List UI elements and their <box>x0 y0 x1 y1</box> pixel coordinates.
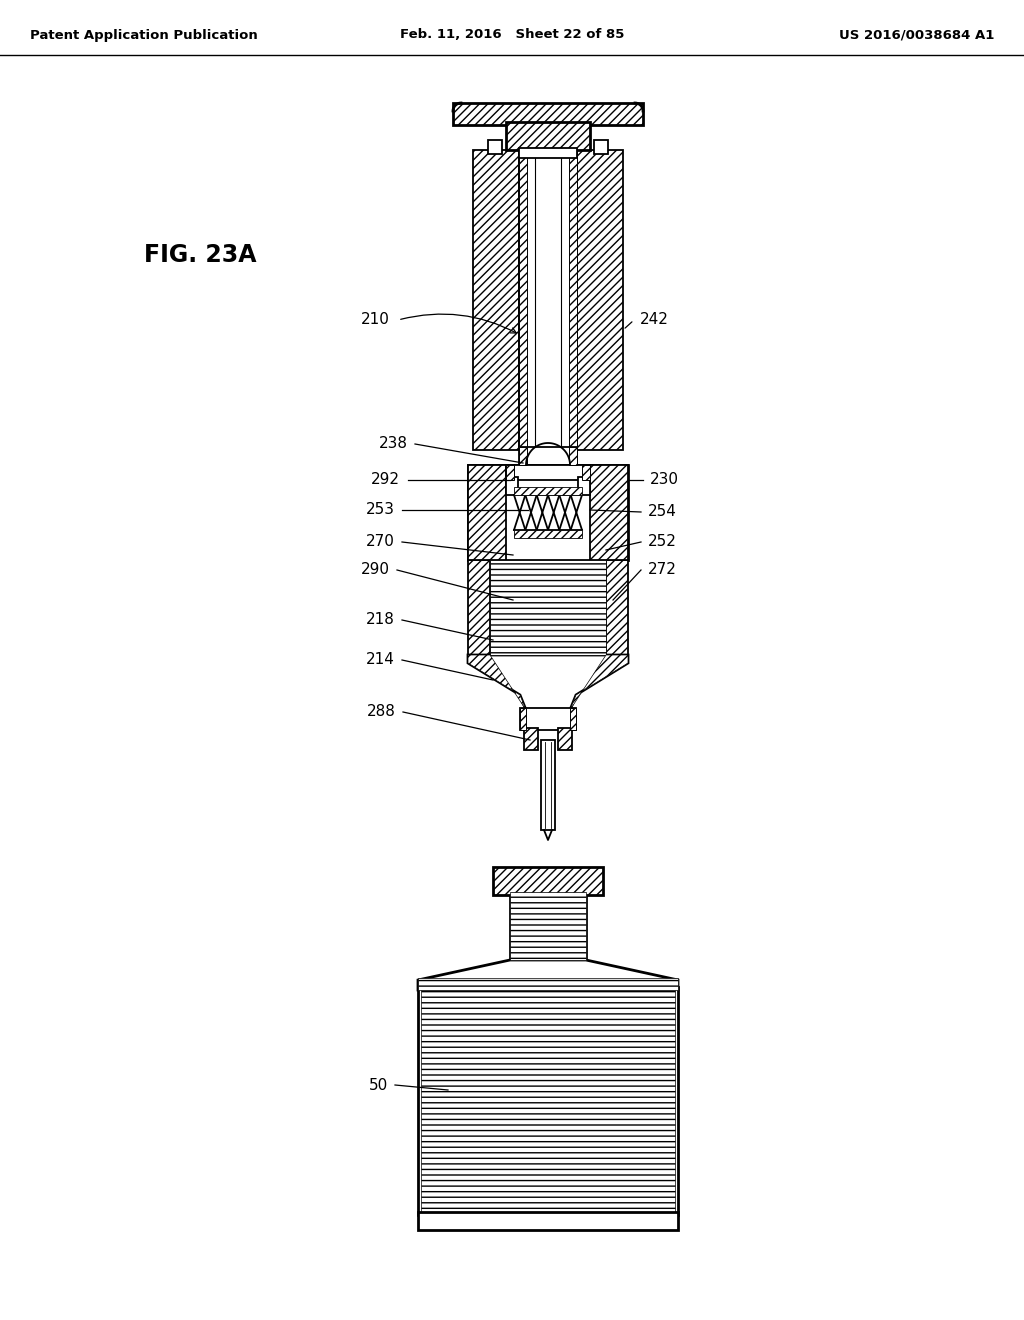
Bar <box>514 487 582 495</box>
Bar <box>506 477 518 495</box>
Text: 272: 272 <box>648 562 677 578</box>
Bar <box>582 465 590 480</box>
Text: 290: 290 <box>361 562 390 578</box>
Bar <box>418 987 678 1214</box>
Bar <box>519 447 527 465</box>
Bar <box>468 560 490 655</box>
Text: 253: 253 <box>366 503 395 517</box>
Text: FIG. 23A: FIG. 23A <box>143 243 256 267</box>
Text: 50: 50 <box>369 1077 388 1093</box>
Bar <box>519 150 577 450</box>
Bar <box>524 729 538 750</box>
Bar <box>510 892 586 960</box>
Bar <box>418 1212 678 1230</box>
Bar <box>473 150 519 450</box>
Bar <box>493 867 603 895</box>
Bar <box>569 447 577 465</box>
Text: 238: 238 <box>379 437 408 451</box>
Polygon shape <box>570 655 628 710</box>
Bar <box>570 708 575 730</box>
Text: 270: 270 <box>367 535 395 549</box>
Bar <box>510 892 586 960</box>
Bar <box>520 708 575 730</box>
Bar <box>590 465 628 560</box>
Text: 292: 292 <box>371 473 400 487</box>
Bar <box>519 150 527 450</box>
Bar <box>468 465 628 560</box>
Text: US 2016/0038684 A1: US 2016/0038684 A1 <box>839 29 994 41</box>
Bar <box>418 978 678 990</box>
Polygon shape <box>468 655 628 710</box>
Bar <box>594 140 608 154</box>
Bar <box>519 447 577 465</box>
Text: 254: 254 <box>648 504 677 520</box>
Text: 214: 214 <box>367 652 395 668</box>
Text: 218: 218 <box>367 612 395 627</box>
Bar <box>541 741 555 830</box>
Text: Patent Application Publication: Patent Application Publication <box>30 29 258 41</box>
Bar <box>577 150 623 450</box>
Bar <box>606 560 628 655</box>
Text: 242: 242 <box>640 313 669 327</box>
Bar <box>506 121 590 150</box>
Polygon shape <box>418 960 678 990</box>
Bar <box>569 150 577 450</box>
Bar <box>520 708 526 730</box>
Bar <box>488 140 502 154</box>
Text: Feb. 11, 2016   Sheet 22 of 85: Feb. 11, 2016 Sheet 22 of 85 <box>399 29 625 41</box>
Text: 288: 288 <box>368 705 396 719</box>
Bar <box>514 531 582 539</box>
Text: 230: 230 <box>650 473 679 487</box>
Polygon shape <box>468 655 526 710</box>
Bar <box>506 465 590 480</box>
Bar <box>506 465 514 480</box>
Bar <box>558 729 572 750</box>
Bar <box>578 477 590 495</box>
Bar <box>519 148 577 158</box>
Bar <box>490 560 606 655</box>
Bar <box>468 465 506 560</box>
Bar <box>453 103 643 125</box>
Bar <box>421 990 675 1212</box>
Text: 210: 210 <box>361 313 390 327</box>
Text: 252: 252 <box>648 535 677 549</box>
